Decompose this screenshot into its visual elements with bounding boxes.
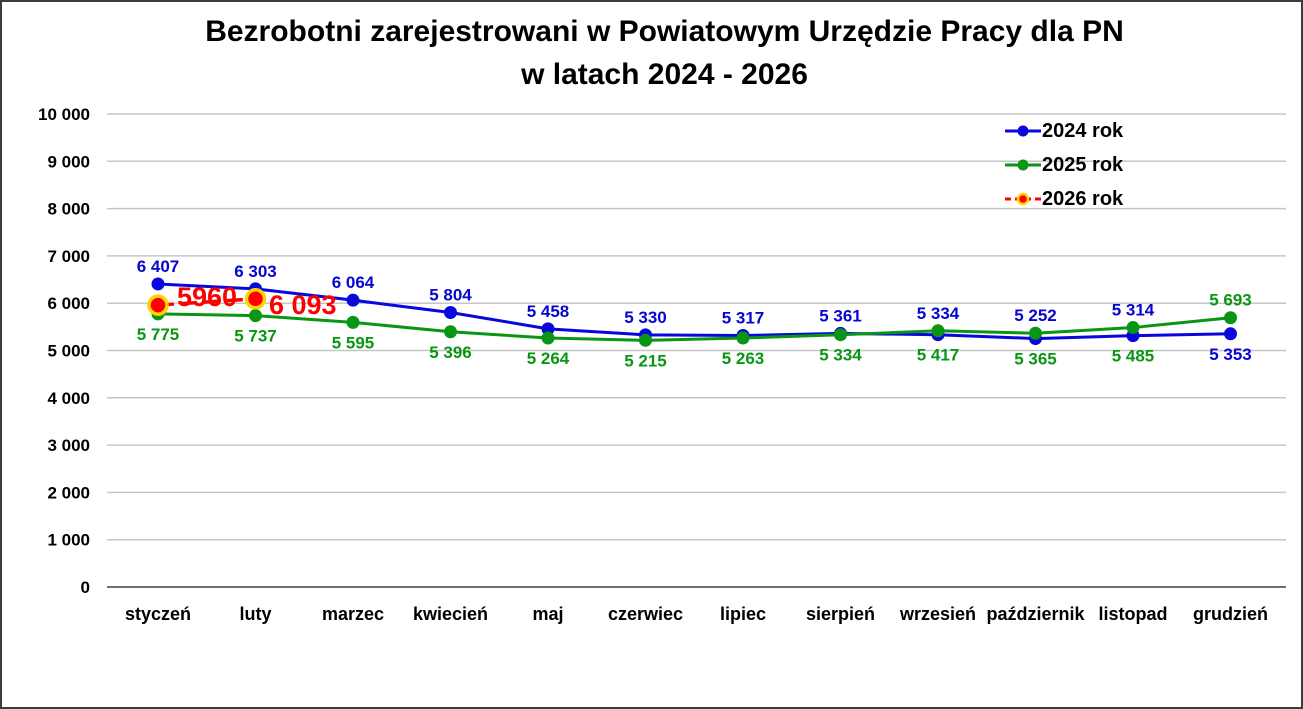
legend-entry-2026: 2026 rok [1005, 182, 1123, 216]
series-2026-rok [147, 288, 267, 316]
svg-text:5 317: 5 317 [722, 309, 765, 328]
svg-text:5 334: 5 334 [819, 346, 862, 365]
chart-title: Bezrobotni zarejestrowani w Powiatowym U… [2, 10, 1301, 96]
chart-title-line2: w latach 2024 - 2026 [521, 58, 808, 91]
gridlines [107, 113, 1286, 588]
legend-entry-2024: 2024 rok [1005, 114, 1123, 148]
svg-text:październik: październik [986, 604, 1085, 624]
svg-text:5 417: 5 417 [917, 346, 960, 365]
svg-text:5 361: 5 361 [819, 306, 862, 325]
svg-text:7 000: 7 000 [47, 247, 90, 266]
svg-text:5 396: 5 396 [429, 343, 472, 362]
svg-text:5 693: 5 693 [1209, 291, 1252, 310]
svg-text:9 000: 9 000 [47, 152, 90, 171]
svg-text:lipiec: lipiec [720, 604, 766, 624]
svg-text:5 000: 5 000 [47, 342, 90, 361]
svg-text:5 485: 5 485 [1112, 347, 1155, 366]
svg-text:5 365: 5 365 [1014, 350, 1057, 369]
svg-text:maj: maj [532, 604, 563, 624]
svg-text:5 264: 5 264 [527, 349, 570, 368]
svg-text:5 595: 5 595 [332, 333, 375, 352]
svg-text:5 215: 5 215 [624, 351, 667, 370]
svg-text:6 303: 6 303 [234, 262, 277, 281]
svg-text:styczeń: styczeń [125, 604, 191, 624]
svg-text:marzec: marzec [322, 604, 384, 624]
svg-text:6 000: 6 000 [47, 294, 90, 313]
legend-label-2026: 2026 rok [1042, 187, 1124, 210]
legend-marker-2025-icon [1005, 159, 1041, 171]
svg-text:5 353: 5 353 [1209, 345, 1252, 364]
svg-text:6 093: 6 093 [269, 290, 337, 320]
svg-text:5 263: 5 263 [722, 349, 765, 368]
svg-text:listopad: listopad [1098, 604, 1167, 624]
svg-text:5960: 5960 [177, 282, 237, 312]
svg-text:luty: luty [239, 604, 271, 624]
svg-text:5 775: 5 775 [137, 325, 180, 344]
svg-text:5 334: 5 334 [917, 304, 960, 323]
chart-title-line1: Bezrobotni zarejestrowani w Powiatowym U… [205, 15, 1124, 48]
svg-text:1 000: 1 000 [47, 531, 90, 550]
labels-2025-rok: 5 775 5 737 5 595 5 396 5 264 5 215 5 263 5 334… [137, 291, 1252, 371]
legend-label-2025: 2025 rok [1042, 153, 1124, 176]
svg-text:5 804: 5 804 [429, 285, 472, 304]
svg-text:kwiecień: kwiecień [413, 604, 488, 624]
svg-text:czerwiec: czerwiec [608, 604, 683, 624]
legend-entry-2025: 2025 rok [1005, 148, 1123, 182]
labels-2024-rok: 6 407 6 303 6 064 5 804 5 458 5 330 5 317 5 361… [137, 257, 1252, 364]
legend-marker-2026-icon [1005, 192, 1041, 206]
svg-text:3 000: 3 000 [47, 436, 90, 455]
labels-2026-rok: 5960 6 093 [177, 282, 337, 320]
svg-text:0: 0 [81, 578, 90, 597]
svg-text:6 064: 6 064 [332, 273, 375, 292]
svg-text:2 000: 2 000 [47, 483, 90, 502]
svg-text:5 737: 5 737 [234, 327, 277, 346]
legend-marker-2024-icon [1005, 125, 1041, 137]
legend: 2024 rok 2025 rok 2026 rok [1005, 114, 1123, 216]
legend-label-2024: 2024 rok [1042, 119, 1124, 142]
svg-text:sierpień: sierpień [806, 604, 875, 624]
svg-text:10 000: 10 000 [38, 105, 90, 124]
y-axis-labels: 0 1 000 2 000 3 000 4 000 5 000 6 000 7 000 8 00… [38, 105, 90, 597]
svg-text:5 330: 5 330 [624, 308, 667, 327]
svg-text:wrzesień: wrzesień [899, 604, 976, 624]
svg-text:6 407: 6 407 [137, 257, 180, 276]
svg-text:5 314: 5 314 [1112, 301, 1155, 320]
svg-text:5 458: 5 458 [527, 302, 570, 321]
svg-text:4 000: 4 000 [47, 389, 90, 408]
svg-text:8 000: 8 000 [47, 200, 90, 219]
x-axis-labels: styczeń luty marzec kwiecień maj czerwiec lipi… [125, 604, 1268, 624]
svg-text:grudzień: grudzień [1193, 604, 1268, 624]
svg-text:5 252: 5 252 [1014, 306, 1057, 325]
